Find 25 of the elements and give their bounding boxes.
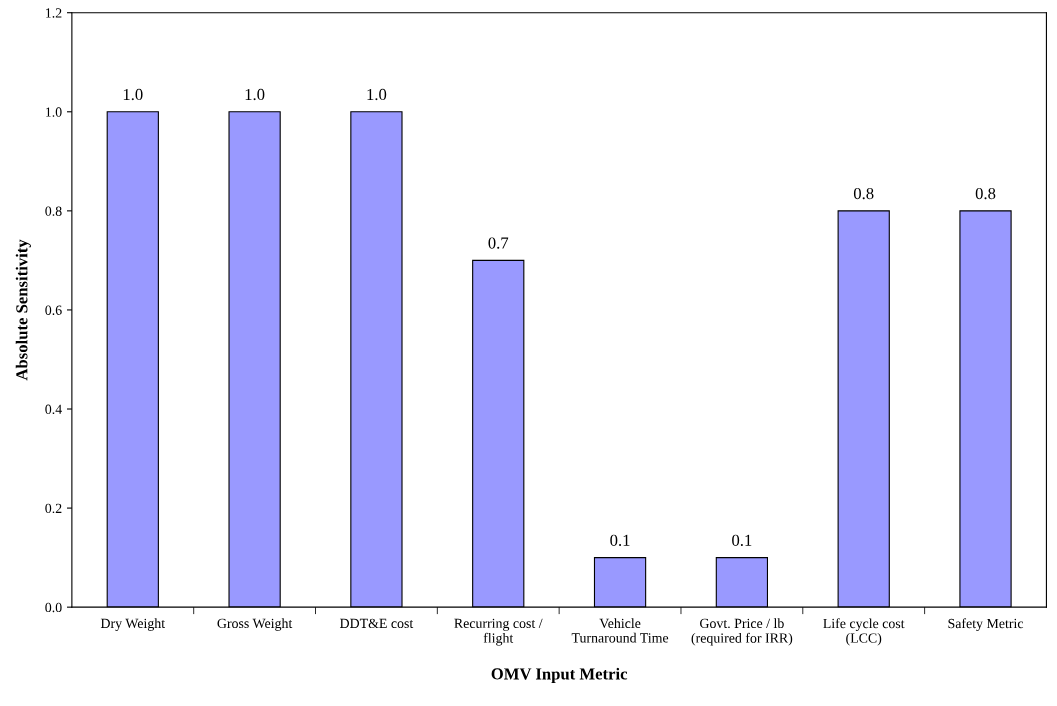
x-tick-label: Life cycle cost (LCC) — [823, 618, 905, 646]
x-tick-label: Recurring cost / flight — [454, 618, 543, 646]
data-label: 1.0 — [367, 88, 387, 101]
data-label: 0.8 — [853, 187, 874, 200]
data-label: 0.7 — [488, 237, 509, 249]
x-axis-title: OMV Input Metric — [491, 667, 628, 683]
y-axis-title: Absolute Sensitivity — [15, 239, 31, 381]
x-tick-label: Vehicle Turnaround Time — [571, 618, 669, 643]
x-tick-label: DDT&E cost — [339, 618, 414, 629]
y-tick-label: 1.2 — [46, 8, 62, 18]
x-tick-label: Safety Metric — [948, 618, 1024, 632]
x-tick-label: Gross Weight — [217, 618, 293, 631]
y-tick-label: 0.6 — [45, 305, 62, 315]
data-label: 0.1 — [610, 534, 630, 546]
x-tick-label: Dry Weight — [100, 618, 165, 631]
data-label: 0.1 — [732, 534, 752, 546]
y-tick-label: 1.0 — [46, 107, 62, 117]
x-tick-label: Govt. Price / lb (required for IRR) — [691, 618, 793, 646]
y-tick-label: 0.0 — [45, 602, 62, 613]
data-label: 1.0 — [123, 88, 143, 101]
y-tick-label: 0.4 — [45, 404, 62, 415]
data-label: 1.0 — [245, 88, 265, 101]
data-label: 0.8 — [975, 187, 996, 200]
y-tick-label: 0.8 — [45, 206, 62, 216]
y-tick-label: 0.2 — [45, 503, 62, 514]
